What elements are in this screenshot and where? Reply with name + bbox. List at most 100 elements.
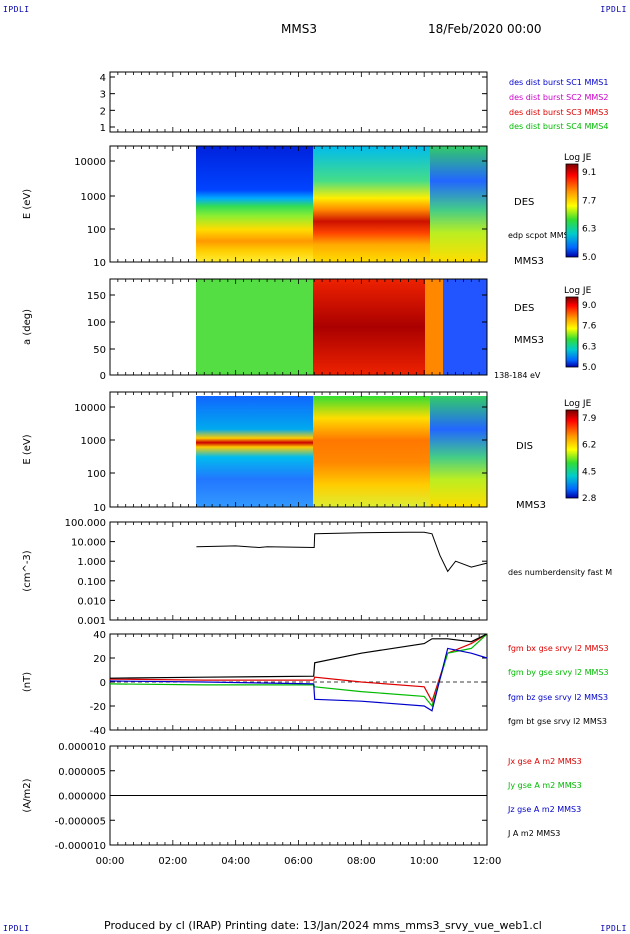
panel-side-label: DES [514,303,534,314]
y-axis-label: E (eV) [22,189,33,219]
corner-mark-bottom-right: IPDLI [600,924,627,933]
des-energy-segment-1 [196,146,313,262]
y-tick-label: 0 [100,371,106,382]
legend-entry: Jx gse A m2 MMS3 [507,757,582,766]
des-pitch-segment-1 [196,279,313,375]
panel-side-label: 138-184 eV [494,371,541,380]
y-tick-label: 1 [100,123,106,134]
y-tick-label: 0.000000 [58,792,106,803]
colorbar [565,163,579,258]
y-axis-label: a (deg) [22,309,33,345]
colorbar [565,296,579,368]
colorbar-tick-label: 6.3 [582,225,596,235]
y-tick-label: 100 [87,469,106,480]
dis-energy-panel [196,396,487,507]
des-energy-panel [196,146,487,262]
legend-entry: fgm by gse srvy l2 MMS3 [508,668,609,677]
bfield-series-line [109,633,488,679]
legend-entry: fgm bz gse srvy l2 MMS3 [508,693,608,702]
y-tick-label: 0.000005 [58,767,106,778]
footer-credit: Produced by cl (IRAP) Printing date: 13/… [104,919,542,932]
y-tick-label: 10 [93,258,106,269]
panel-side-label: edp scpot MMS3 [508,231,574,240]
legend-entry: des numberdensity fast M [508,568,612,577]
y-tick-label: -20 [90,702,106,713]
dis-energy-segment-1 [196,396,313,507]
colorbar [565,409,579,499]
colorbar-tick-label: 9.0 [582,301,597,311]
y-axis-label: (nT) [22,672,33,692]
corner-mark-top-right: IPDLI [600,5,627,14]
x-tick-label: 08:00 [347,856,376,867]
des-energy-segment-3 [430,146,487,262]
panel-side-label: DIS [516,441,533,452]
y-tick-label: 1000 [81,192,106,203]
legend-entry: J A m2 MMS3 [507,829,560,838]
x-tick-label: 02:00 [158,856,187,867]
bfield-series-line [109,647,488,712]
y-tick-label: 10 [93,503,106,514]
legend-entry: fgm bt gse srvy l2 MMS3 [508,717,607,726]
y-tick-label: 1.000 [77,557,106,568]
panel-side-label: MMS3 [514,335,544,346]
time-axis: 00:00 02:00 04:00 06:00 08:00 10:00 12:00 [96,856,502,867]
y-tick-label: -40 [90,726,106,737]
bfield-series-line [109,633,488,708]
y-tick-label: 4 [100,73,106,84]
density-series-line [196,531,488,573]
dis-energy-segment-2 [313,396,430,507]
y-axis-label: E (eV) [22,434,33,464]
corner-mark-top-left: IPDLI [3,5,30,14]
y-tick-label: 1000 [81,436,106,447]
current-density-panel: 0.000010 0.000005 0.000000 -0.000005 -0.0000… [22,742,582,852]
y-tick-label: 20 [93,654,106,665]
panel-side-label: MMS3 [514,256,544,267]
y-axis-label: (cm^-3) [22,550,33,591]
y-tick-label: 10.000 [71,538,106,549]
y-tick-label: 10000 [74,157,106,168]
colorbar-title: Log JE [564,286,592,296]
y-tick-label: 0.100 [77,577,106,588]
colorbar-tick-label: 5.0 [582,253,597,263]
y-tick-label: 3 [100,90,106,101]
des-pitch-segment-3 [425,279,443,375]
legend-entry: des dist burst SC1 MMS1 [509,78,608,87]
y-tick-label: 50 [93,345,106,356]
colorbar-tick-label: 7.9 [582,414,597,424]
density-panel: 100.000 10.000 1.000 0.100 0.010 0.001 (cm^-3)… [22,518,612,627]
y-tick-label: 100.000 [65,518,106,529]
colorbar-tick-label: 9.1 [582,168,596,178]
y-tick-label: 10000 [74,403,106,414]
colorbar-tick-label: 5.0 [582,363,597,373]
legend-entry: des dist burst SC4 MMS4 [509,122,608,131]
y-tick-label: 0 [100,678,106,689]
spacecraft-title: MMS3 [281,22,317,36]
legend-entry: des dist burst SC2 MMS2 [509,93,608,102]
legend-entry: des dist burst SC3 MMS3 [509,108,608,117]
availability-frame [109,71,488,133]
availability-panel: 4 3 2 1 des dist burst SC1 MMS1 des dist burs… [100,71,608,134]
y-tick-label: 40 [93,630,106,641]
density-frame [109,521,488,621]
legend-entry: fgm bx gse srvy l2 MMS3 [508,644,609,653]
colorbar-tick-label: 7.6 [582,322,597,332]
colorbar-tick-label: 2.8 [582,494,597,504]
y-tick-label: 100 [87,225,106,236]
legend-entry: Jz gse A m2 MMS3 [507,805,581,814]
dis-energy-segment-3 [430,396,487,507]
y-tick-label: 0.010 [77,596,106,607]
y-tick-label: 100 [87,318,106,329]
colorbar-tick-label: 4.5 [582,467,596,477]
y-tick-label: -0.000010 [55,841,106,852]
panel-side-label: MMS3 [516,500,546,511]
colorbar-title: Log JE [564,153,592,163]
colorbar-tick-label: 6.3 [582,342,596,352]
x-tick-label: 00:00 [96,856,125,867]
y-tick-label: 2 [100,106,106,117]
bfield-series-line [109,633,488,703]
des-pitch-segment-2 [313,279,425,375]
y-tick-label: 0.001 [77,616,106,627]
x-tick-label: 10:00 [410,856,439,867]
x-tick-label: 06:00 [284,856,313,867]
